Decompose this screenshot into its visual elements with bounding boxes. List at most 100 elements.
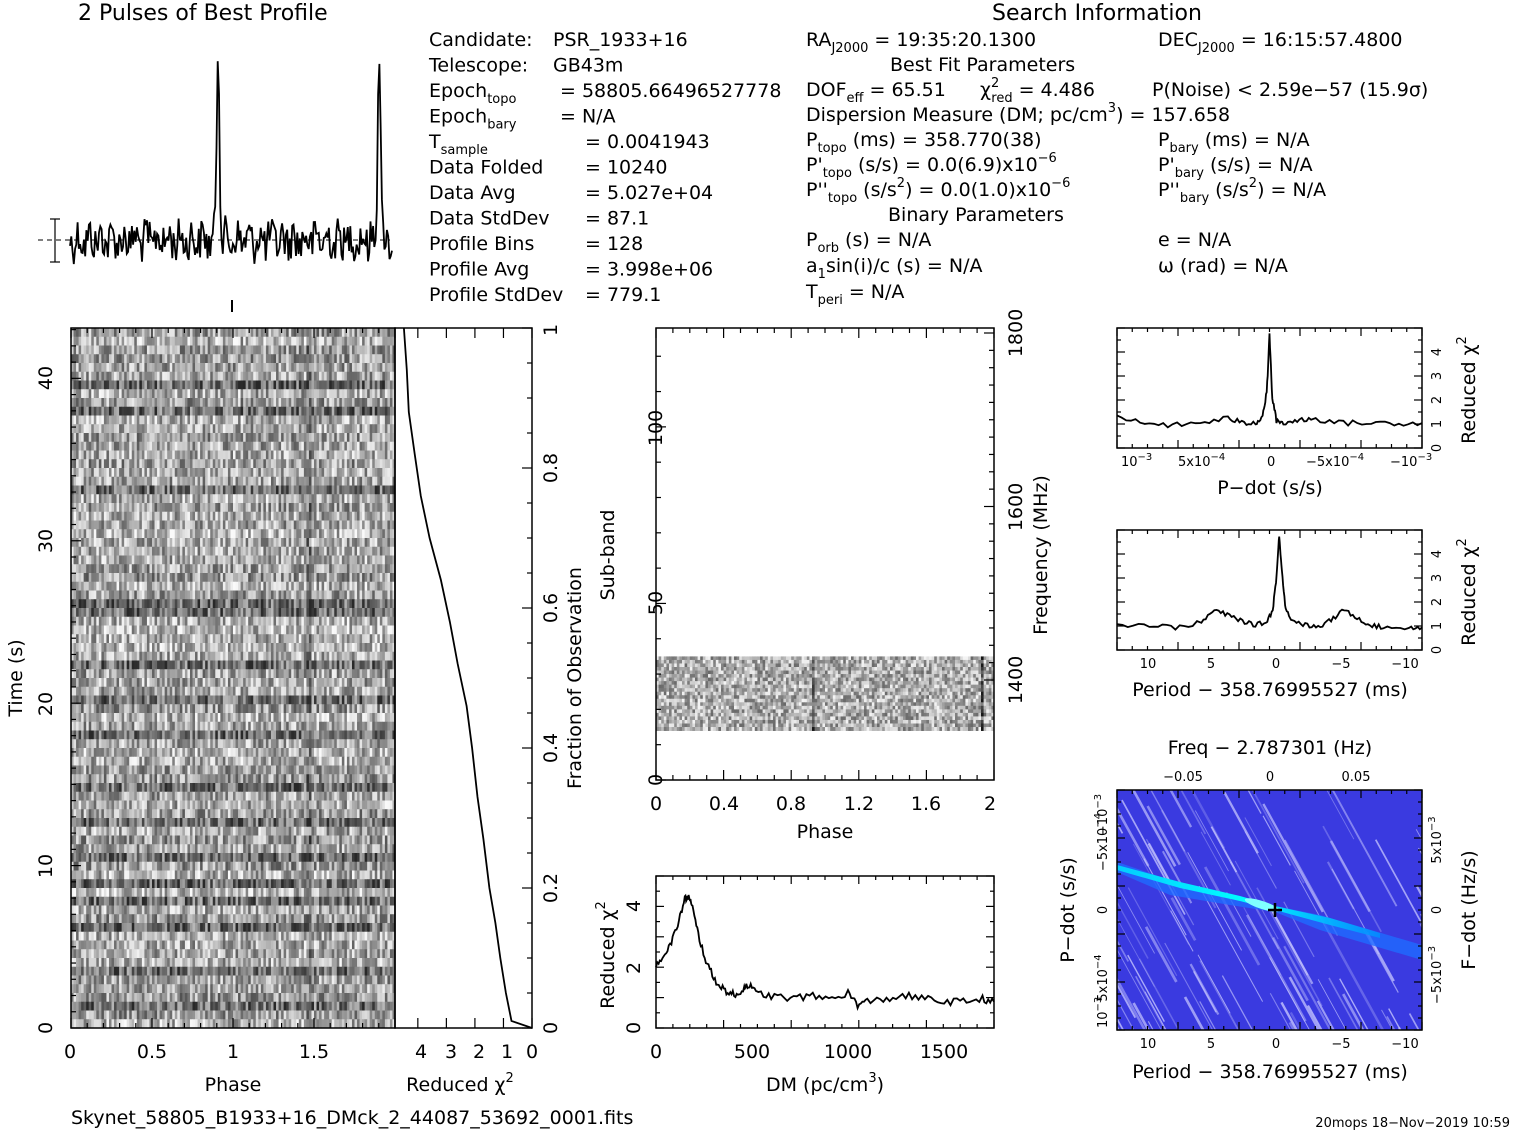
tp-cell [220, 590, 224, 600]
tp-cell [197, 450, 201, 460]
tp-cell [377, 503, 381, 513]
tp-cell [121, 476, 125, 486]
tp-cell [240, 511, 244, 521]
tp-cell [243, 336, 247, 346]
tp-cell [225, 660, 229, 670]
cand-row-label: Data StdDev [429, 208, 550, 230]
tp-cell [321, 625, 325, 635]
tp-cell [192, 573, 196, 583]
tp-cell [291, 651, 295, 661]
tp-cell [129, 608, 133, 618]
tp-cell [296, 581, 300, 591]
tp-cell [227, 328, 231, 338]
tp-cell [93, 468, 97, 478]
tp-cell [141, 599, 145, 609]
tp-cell [86, 634, 90, 644]
tp-cell [268, 503, 272, 513]
tp-cell [308, 485, 312, 495]
tp-cell [108, 625, 112, 635]
tp-cell [169, 494, 173, 504]
tp-cell [179, 555, 183, 565]
tp-cell [124, 625, 128, 635]
tp-cell [200, 398, 204, 408]
tp-cell [212, 590, 216, 600]
tp-cell [369, 520, 373, 530]
tp-cell [195, 459, 198, 469]
tp-cell [321, 345, 325, 355]
tp-cell [101, 345, 105, 355]
tp-cell [200, 336, 204, 346]
tp-cell [250, 354, 254, 364]
tp-cell [108, 468, 112, 478]
tp-cell [141, 468, 145, 478]
tp-cell [382, 415, 386, 425]
tp-cell [134, 625, 138, 635]
tp-cell [71, 433, 74, 443]
tp-cell [91, 433, 95, 443]
tp-cell [172, 433, 176, 443]
tp-cell [240, 555, 244, 565]
tp-cell [212, 380, 216, 390]
tp-cell [205, 424, 209, 434]
tp-cell [131, 441, 135, 451]
tp-cell [108, 643, 112, 653]
tp-cell [215, 441, 219, 451]
tp-cell [134, 485, 138, 495]
tp-cell [308, 406, 312, 416]
tp-cell [291, 468, 295, 478]
tp-cell [265, 424, 269, 434]
tp-cell [126, 398, 130, 408]
tp-cell [263, 590, 267, 600]
tp-cell [222, 643, 226, 653]
tp-cell [384, 415, 388, 425]
tp-cell [197, 468, 201, 478]
tp-cell [235, 468, 239, 478]
tp-cell [367, 336, 371, 346]
tp-cell [111, 651, 115, 661]
tp-cell [379, 555, 383, 565]
tp-cell [308, 336, 312, 346]
tp-cell [144, 433, 148, 443]
tp-cell [324, 503, 328, 513]
tp-cell [346, 564, 350, 574]
tp-cell [169, 459, 173, 469]
tp-cell [101, 371, 105, 381]
tp-cell [192, 433, 196, 443]
tp-cell [86, 450, 90, 460]
tp-cell [301, 398, 305, 408]
tp-cell [227, 441, 231, 451]
tp-cell [336, 328, 340, 338]
tp-cell [283, 503, 287, 513]
tp-cell [344, 590, 348, 600]
tp-cell [222, 406, 226, 416]
tp-cell [238, 581, 241, 591]
tp-cell [101, 599, 105, 609]
tp-cell [255, 398, 259, 408]
tp-cell [174, 406, 178, 416]
tp-cell [346, 529, 350, 539]
tp-cell [81, 433, 85, 443]
tp-cell [139, 415, 143, 425]
tp-cell [111, 599, 115, 609]
tp-cell [326, 336, 330, 346]
tp-cell [197, 643, 201, 653]
tp-cell [235, 599, 239, 609]
tp-cell [276, 616, 279, 626]
tp-cell [200, 450, 204, 460]
tp-cell [389, 389, 393, 399]
tp-cell [253, 424, 257, 434]
tp-cell [359, 651, 363, 661]
tp-cell [126, 608, 130, 618]
tp-cell [207, 433, 211, 443]
tp-cell [88, 345, 92, 355]
tp-cell [167, 660, 171, 670]
tp-cell [258, 433, 262, 443]
tp-cell [334, 599, 338, 609]
tp-cell [384, 520, 388, 530]
tp-cell [103, 371, 107, 381]
tp-cell [367, 608, 371, 618]
tp-cell [159, 634, 163, 644]
tp-cell [119, 608, 123, 618]
tp-cell [372, 503, 376, 513]
tp-cell [369, 336, 373, 346]
